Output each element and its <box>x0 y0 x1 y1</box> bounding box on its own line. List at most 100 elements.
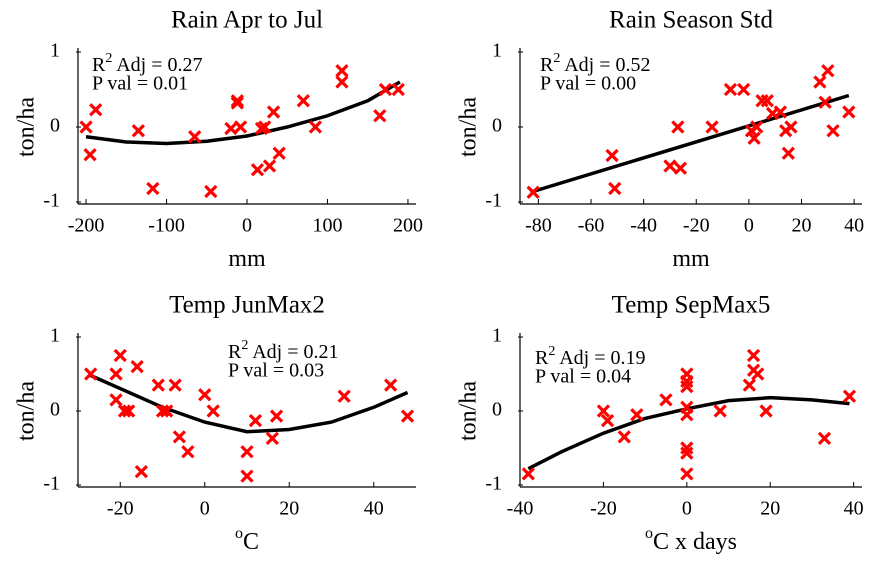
x-tick-label: 20 <box>791 215 811 237</box>
scatter-point <box>160 404 174 418</box>
y-axis-label: ton/ha <box>14 381 40 441</box>
scatter-point <box>240 445 254 459</box>
y-tick-label: 1 <box>50 40 60 62</box>
scatter-point <box>130 359 144 374</box>
scatter-point <box>659 393 673 407</box>
x-tick-label: -20 <box>107 498 134 520</box>
x-tick-label: 0 <box>242 215 252 237</box>
scatter-point <box>742 378 757 392</box>
r2-value: Adj = 0.19 <box>555 347 645 369</box>
fit-line <box>85 80 401 146</box>
y-tick-label: 0 <box>492 399 502 421</box>
y-tick-label: 0 <box>50 399 60 421</box>
x-tick-label: -20 <box>590 498 617 520</box>
scatter-point <box>337 389 351 403</box>
x-axis-label-text: mm <box>672 246 710 272</box>
scatter-point <box>817 431 832 446</box>
scatter-point <box>378 82 393 97</box>
scatter-point <box>240 469 254 483</box>
scatter-point <box>296 94 310 108</box>
scatter-point <box>680 408 694 422</box>
scatter-point <box>134 465 149 479</box>
scatter-point <box>608 181 622 196</box>
scatter-point <box>155 404 170 418</box>
x-tick-label: 100 <box>312 215 342 237</box>
x-tick-label: 200 <box>393 215 423 237</box>
scatter-point <box>842 389 857 403</box>
p-annotation: P val = 0.03 <box>228 360 324 382</box>
scatter-point <box>617 430 631 444</box>
r2-superscript: 2 <box>548 344 555 359</box>
scatter-point <box>230 96 244 110</box>
x-axis-label: oC x days <box>645 525 737 554</box>
scatter-point <box>391 82 405 97</box>
r2-superscript: 2 <box>105 51 112 66</box>
scatter-point <box>248 413 263 428</box>
x-tick-label: -40 <box>507 498 534 520</box>
scatter-point <box>206 404 220 418</box>
x-tick-label: -60 <box>578 215 605 237</box>
r2-symbol: R <box>540 54 554 76</box>
x-tick-label: 40 <box>364 498 384 520</box>
r2-value: Adj = 0.21 <box>248 341 338 363</box>
scatter-point <box>713 404 727 418</box>
x-tick-label: -20 <box>683 215 710 237</box>
y-tick-label: 1 <box>50 325 60 347</box>
y-tick-label: -1 <box>485 190 502 212</box>
y-tick-label: 1 <box>492 325 502 347</box>
scatter-point <box>204 184 218 199</box>
x-axis-label-sup: o <box>235 525 243 542</box>
x-axis-label: mm <box>228 246 266 272</box>
subplot-title: Rain Apr to Jul <box>171 7 323 34</box>
subplot-title: Temp SepMax5 <box>612 292 771 319</box>
x-tick-label: 0 <box>744 215 754 237</box>
scatter-point <box>131 124 145 138</box>
scatter-point <box>600 413 615 428</box>
scatter-point <box>83 148 97 162</box>
scatter-point <box>269 409 284 423</box>
x-axis-label: oC <box>235 525 259 554</box>
scatter-point <box>224 121 238 136</box>
scatter-point <box>258 120 272 134</box>
x-tick-label: 40 <box>844 498 864 520</box>
scatter-point <box>117 404 132 418</box>
r2-superscript: 2 <box>553 51 560 66</box>
subplot: Rain Season Std -80 -60 -40 -20 0 20 40 -1 0 1 mm to… <box>456 7 865 272</box>
scatter-point <box>736 82 751 97</box>
subplot: Rain Apr to Jul -200 -100 0 100 200 -1 0 1 mm ton/… <box>14 7 423 272</box>
scatter-point <box>109 393 123 407</box>
scatter-point <box>821 64 835 78</box>
scatter-point <box>373 109 387 123</box>
scatter-point <box>250 163 265 177</box>
x-axis-label: mm <box>672 246 710 272</box>
y-axis-label: ton/ha <box>456 381 482 441</box>
scatter-point <box>113 348 127 363</box>
scatter-point <box>751 367 765 381</box>
scatter-point <box>705 120 719 134</box>
scatter-point <box>671 120 685 134</box>
scatter-point <box>826 124 840 138</box>
y-tick-label: 1 <box>492 40 502 62</box>
y-tick-label: -1 <box>43 473 60 495</box>
scatter-point <box>172 430 187 444</box>
scatter-point <box>233 120 248 134</box>
subplot-title: Rain Season Std <box>609 7 773 34</box>
scatter-point <box>198 388 212 402</box>
y-tick-label: 0 <box>492 115 502 137</box>
scatter-point <box>109 367 123 381</box>
scatter-point <box>335 75 349 89</box>
scatter-point <box>630 408 644 422</box>
scatter-point <box>759 404 773 418</box>
scatter-point <box>784 120 798 134</box>
scatter-point <box>760 94 774 108</box>
y-tick-label: -1 <box>485 473 502 495</box>
x-tick-label: 40 <box>844 215 864 237</box>
scatter-point <box>773 105 788 119</box>
scatter-point <box>335 64 349 78</box>
x-axis-label-text: C <box>243 529 259 555</box>
x-tick-label: 0 <box>682 498 692 520</box>
r2-superscript: 2 <box>241 338 248 353</box>
scatter-point <box>384 378 398 392</box>
